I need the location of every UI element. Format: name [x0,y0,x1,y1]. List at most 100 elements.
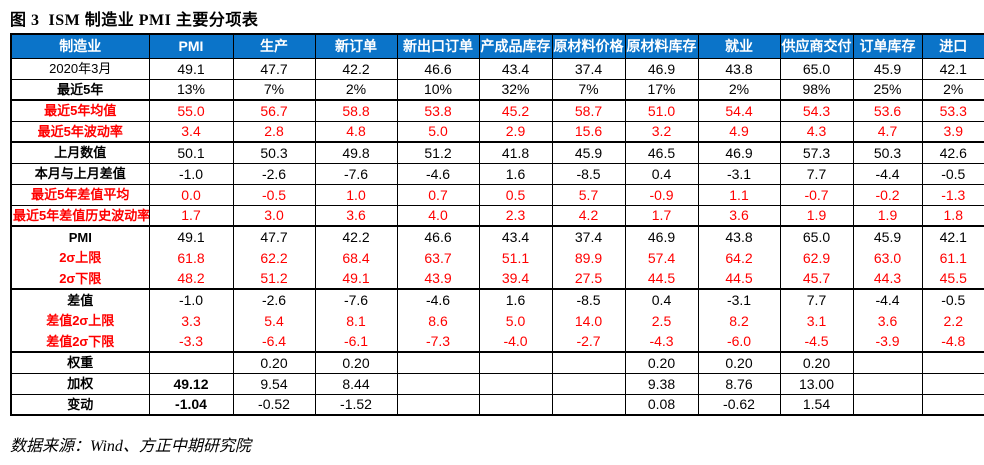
table-row: 差值2σ上限 3.3 5.4 8.1 8.6 5.0 14.0 2.5 8.2 3.1 3.6 2.2 [10,309,984,331]
table-cell [396,372,480,395]
column-header: 生产 [232,33,316,59]
table-cell: 53.6 [852,99,923,122]
table-row: 最近5年 13% 7% 2% 10% 32% 7% 17% 2% 98% 25% 2% [10,78,984,101]
table-cell: 47.7 [232,225,316,247]
table-cell: 53.8 [396,99,480,122]
table-cell: 1.7 [624,204,699,227]
table-cell [852,372,923,395]
table-cell: -4.4 [852,162,923,185]
data-source-note: 数据来源：Wind、方正中期研究院 [10,438,251,455]
row-label: 变动 [10,393,150,416]
table-cell: 51.1 [478,246,553,268]
table-cell: 42.2 [314,225,398,247]
table-cell: 61.1 [921,246,984,268]
table-cell: -6.0 [697,330,781,353]
table-cell: 9.38 [624,372,699,395]
table-cell: 64.2 [697,246,781,268]
column-header: 制造业 [10,33,150,59]
table-cell: 54.3 [779,99,854,122]
table-row: 差值 -1.0 -2.6 -7.6 -4.6 1.6 -8.5 0.4 -3.1 7.7 -4.4-… [10,288,984,310]
table-cell: 2% [314,78,398,101]
table-cell: 0.20 [697,351,781,374]
table-cell: 5.0 [396,120,480,143]
table-cell: -7.6 [314,162,398,185]
table-cell: 1.6 [478,162,553,185]
table-cell: 2.3 [478,204,553,227]
table-cell: 58.8 [314,99,398,122]
table-cell: 27.5 [551,267,626,290]
row-label: 最近5年波动率 [10,120,150,143]
table-cell: 5.0 [478,309,553,331]
table-cell: 37.4 [551,57,626,80]
table-cell [551,372,626,395]
table-cell: 43.8 [697,225,781,247]
row-label: 2σ上限 [10,246,150,268]
table-cell [551,393,626,416]
table-cell: -0.5 [921,162,984,185]
table-row: PMI 49.1 47.7 42.2 46.6 43.4 37.4 46.9 43.8 65.0 4… [10,225,984,247]
table-cell: 37.4 [551,225,626,247]
table-cell: 4.7 [852,120,923,143]
table-cell: 39.4 [478,267,553,290]
table-cell: 46.6 [396,57,480,80]
table-row: 上月数值 50.1 50.3 49.8 51.2 41.8 45.9 46.5 46.9 57.3… [10,141,984,164]
table-cell: -4.0 [478,330,553,353]
table-cell: 2.2 [921,309,984,331]
table-cell: 51.2 [232,267,316,290]
table-cell: -1.0 [148,162,234,185]
table-cell: 3.3 [148,309,234,331]
table-cell: 43.4 [478,57,553,80]
table-cell: 65.0 [779,225,854,247]
table-cell [852,351,923,374]
table-row: 最近5年差值平均 0.0 -0.5 1.0 0.7 0.5 5.7 -0.9 1.1 -0.7 -0… [10,183,984,206]
table-cell: 2.9 [478,120,553,143]
table-cell: 45.9 [852,225,923,247]
table-cell: 7% [232,78,316,101]
table-row: 变动 -1.04 -0.52 -1.52 0.08 -0.62 1.54 [10,393,984,416]
table-cell: 63.7 [396,246,480,268]
row-label: 加权 [10,372,150,395]
table-cell: -2.6 [232,288,316,310]
table-cell: 1.7 [148,204,234,227]
table-row: 加权 49.12 9.54 8.44 9.38 8.76 13.00 [10,372,984,395]
table-cell [921,351,984,374]
table-cell: 53.3 [921,99,984,122]
table-cell: 8.44 [314,372,398,395]
table-cell: 0.4 [624,288,699,310]
table-cell: -6.4 [232,330,316,353]
table-cell: 44.5 [624,267,699,290]
table-cell: 15.6 [551,120,626,143]
table-cell: 46.9 [624,57,699,80]
table-cell: -0.62 [697,393,781,416]
table-cell: -3.1 [697,162,781,185]
table-cell: 4.0 [396,204,480,227]
table-cell [551,351,626,374]
table-cell: 47.7 [232,57,316,80]
table-cell: 68.4 [314,246,398,268]
table-cell [396,351,480,374]
table-cell: 56.7 [232,99,316,122]
table-cell: 17% [624,78,699,101]
table-cell: -1.04 [148,393,234,416]
row-label: 最近5年均值 [10,99,150,122]
column-header: 订单库存 [852,33,923,59]
table-cell: 43.4 [478,225,553,247]
table-cell: 7.7 [779,162,854,185]
table-cell: 7.7 [779,288,854,310]
row-label: 差值2σ下限 [10,330,150,353]
table-cell: 54.4 [697,99,781,122]
table-cell: 1.8 [921,204,984,227]
table-cell: 4.3 [779,120,854,143]
table-cell: 3.6 [314,204,398,227]
table-cell [396,393,480,416]
column-header: PMI [148,33,234,59]
table-cell: 45.9 [852,57,923,80]
table-cell: -3.1 [697,288,781,310]
table-cell: 0.4 [624,162,699,185]
table-cell: 1.0 [314,183,398,206]
table-cell: -7.6 [314,288,398,310]
table-cell: 57.4 [624,246,699,268]
table-cell [148,351,234,374]
table-cell: 0.7 [396,183,480,206]
